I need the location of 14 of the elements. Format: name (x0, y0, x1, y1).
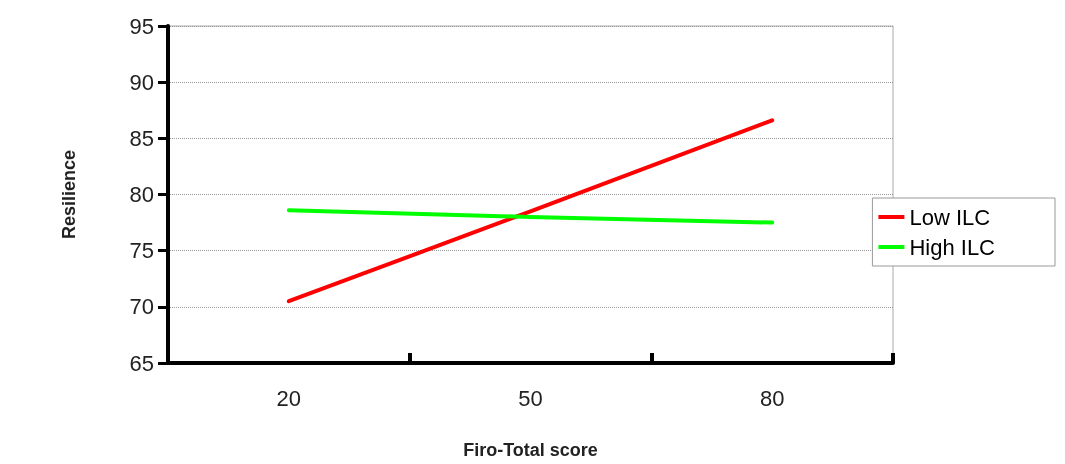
y-tick-label: 65 (129, 350, 154, 376)
x-tick-label: 20 (276, 385, 302, 411)
y-tick-label: 90 (129, 69, 154, 95)
y-tick-label: 95 (129, 13, 154, 39)
legend-label: Low ILC (909, 204, 991, 230)
x-tick-label: 50 (518, 385, 543, 411)
y-tick-label: 80 (129, 182, 154, 207)
y-tick-label: 85 (129, 125, 154, 151)
x-tick-label: 80 (759, 385, 785, 411)
y-tick-label: 70 (129, 294, 154, 320)
y-axis-title: Resilience (59, 149, 79, 240)
y-tick-label: 75 (129, 238, 154, 264)
x-axis-title: Firo-Total score (463, 440, 598, 460)
legend-label: High ILC (909, 234, 996, 260)
